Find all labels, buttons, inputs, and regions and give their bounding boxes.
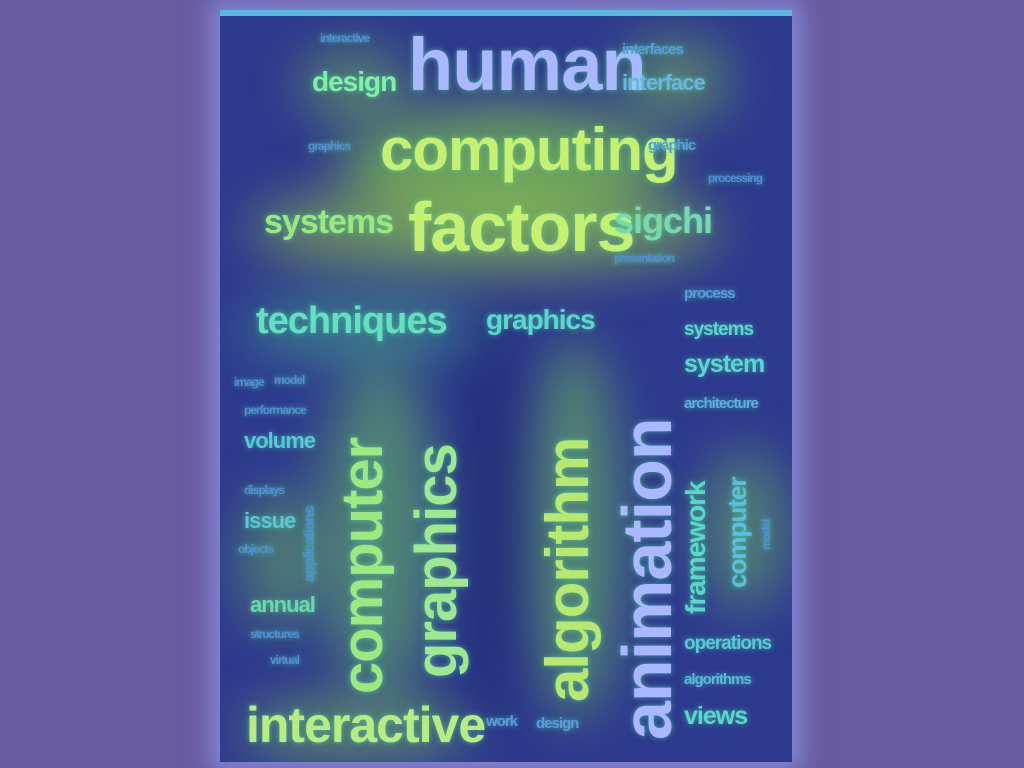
word-work: work <box>486 713 518 730</box>
word-process: process <box>684 285 736 302</box>
word-annual: annual <box>250 592 316 617</box>
word-objects: objects <box>238 542 274 556</box>
word-design-top: design <box>312 66 397 97</box>
word-sigchi: sigchi <box>614 200 713 241</box>
word-graphics-big: graphics <box>404 444 469 678</box>
word-human: human <box>408 23 647 106</box>
word-cloud-panel: human interactive interfaces design inte… <box>220 10 792 762</box>
word-architecture: architecture <box>684 395 759 412</box>
word-displays: displays <box>244 483 285 497</box>
word-interfaces: interfaces <box>622 41 684 58</box>
word-processing: processing <box>708 171 763 185</box>
panel-top-edge <box>220 10 792 16</box>
word-algorithm: algorithm <box>534 437 601 702</box>
word-factors: factors <box>408 188 635 266</box>
word-interface: interface <box>622 70 706 95</box>
word-interactive-top: interactive <box>320 31 370 45</box>
word-volume: volume <box>244 428 316 453</box>
word-views: views <box>684 702 748 730</box>
word-operations: operations <box>684 633 772 654</box>
word-model: model <box>274 373 305 387</box>
heat-blob <box>470 310 510 730</box>
word-interactive-bottom: interactive <box>246 697 486 753</box>
word-systems-right: systems <box>684 319 754 340</box>
word-algorithms: algorithms <box>684 671 752 688</box>
word-performance: performance <box>244 403 307 417</box>
word-model-right: model <box>759 519 773 550</box>
word-graphics-small-left: graphics <box>308 139 351 153</box>
word-computer-big: computer <box>330 437 395 694</box>
word-system: system <box>684 350 765 378</box>
word-computing: computing <box>380 116 679 183</box>
word-animation: animation <box>608 418 686 740</box>
word-graphics-mid: graphics <box>486 304 596 335</box>
word-image: image <box>234 375 265 389</box>
word-applications: applications <box>301 506 318 582</box>
word-structures: structures <box>250 627 300 641</box>
word-presentation: presentation <box>614 251 675 265</box>
word-framework: framework <box>680 481 711 614</box>
word-techniques: techniques <box>256 300 448 342</box>
word-design-bottom: design <box>536 715 579 732</box>
word-virtual: virtual <box>270 653 300 667</box>
word-computer-small: computer <box>722 477 752 588</box>
word-issue: issue <box>244 508 296 533</box>
word-graphic: graphic <box>648 137 696 154</box>
word-systems-left: systems <box>264 203 394 241</box>
